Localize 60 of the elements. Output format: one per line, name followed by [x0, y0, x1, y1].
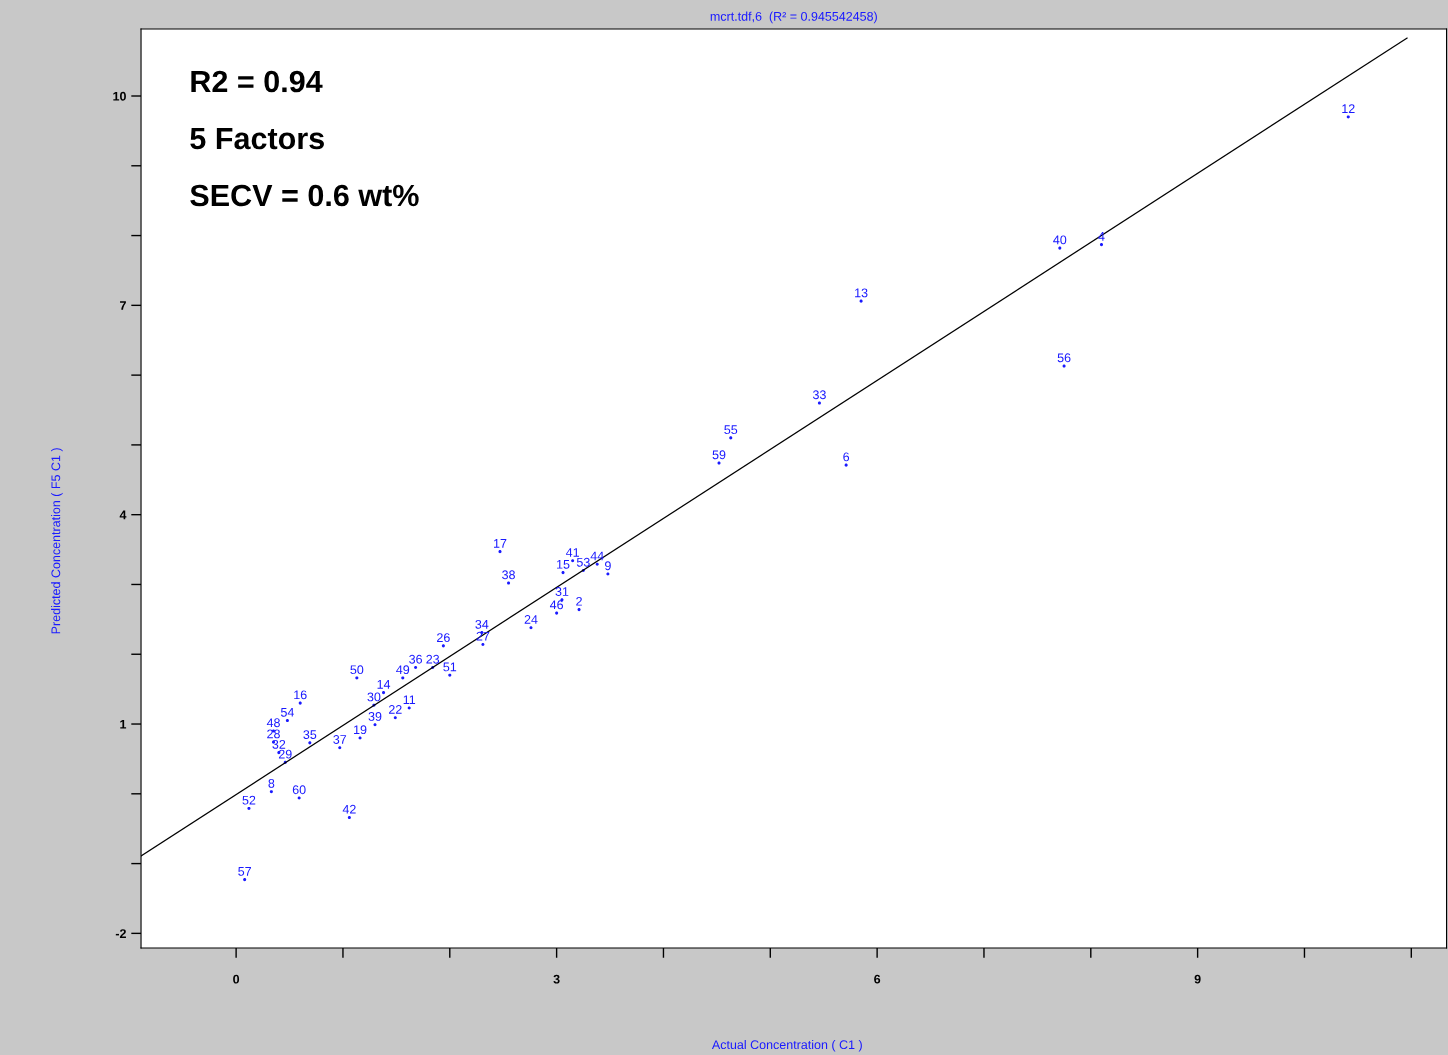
- annotation: 15: [557, 560, 570, 569]
- annotation: 38: [502, 570, 515, 580]
- x-tick-label: 6: [874, 974, 881, 984]
- annotation: 14: [377, 680, 391, 689]
- chart-title: mcrt.tdf,6 (R² = 0.945542458): [710, 11, 877, 24]
- annotation: 29: [278, 749, 292, 759]
- annotation: 53: [576, 557, 590, 567]
- annotation: 50: [350, 665, 364, 675]
- annotation: 51: [443, 662, 457, 672]
- annotation: 56: [1057, 353, 1071, 363]
- annotation: 48: [266, 718, 280, 728]
- annotation: 35: [303, 730, 317, 740]
- y-tick-label: 10: [113, 91, 126, 101]
- y-tick-label: -2: [115, 929, 126, 938]
- annotation: 5 Factors: [190, 128, 324, 150]
- annotation: 55: [724, 425, 738, 435]
- annotation: 44: [590, 551, 604, 561]
- annotation: SECV = 0.6 wt%: [190, 184, 419, 207]
- annotation: 31: [555, 587, 569, 596]
- annotation: 33: [812, 390, 826, 400]
- annotation: 2: [576, 596, 582, 606]
- x-tick-label: 9: [1194, 974, 1201, 984]
- annotation: R2 = 0.94: [191, 70, 323, 93]
- annotation: 9: [605, 561, 611, 571]
- annotation: 46: [549, 600, 564, 610]
- annotation: 11: [403, 695, 416, 704]
- annotation: 41: [565, 548, 579, 557]
- annotation: 13: [855, 288, 868, 298]
- annotation: 19: [354, 725, 367, 735]
- annotation: 22: [388, 705, 402, 714]
- annotation: 24: [524, 615, 538, 624]
- x-tick-label: 3: [553, 974, 560, 984]
- annotation: 26: [437, 633, 450, 643]
- annotation: 42: [342, 804, 356, 814]
- annotation: 6: [843, 452, 850, 462]
- annotation: 49: [396, 665, 410, 675]
- x-tick-label: 0: [233, 974, 240, 984]
- y-tick-label: 1: [120, 719, 127, 729]
- annotation: 59: [712, 450, 726, 460]
- annotation: 60: [292, 785, 306, 795]
- annotation: 39: [368, 712, 382, 721]
- annotation: 34: [475, 619, 489, 629]
- annotation: 36: [409, 654, 422, 664]
- annotation: 28: [267, 729, 280, 739]
- annotation: 16: [294, 690, 307, 700]
- annotation: 17: [494, 539, 507, 548]
- annotation: 23: [426, 654, 440, 664]
- annotation: 12: [1342, 104, 1355, 113]
- y-tick-label: 4: [119, 510, 127, 520]
- annotation: 40: [1053, 235, 1067, 245]
- annotation: 57: [238, 867, 251, 876]
- annotation: 37: [333, 735, 347, 744]
- annotation: 8: [268, 779, 275, 788]
- y-axis-title: Predicted Concentration ( F5 C1 ): [51, 448, 63, 634]
- annotation: 32: [272, 739, 286, 749]
- y-tick-label: 7: [120, 301, 126, 310]
- annotation: 52: [242, 795, 256, 805]
- x-axis-title: Actual Concentration ( C1 ): [711, 1039, 862, 1052]
- annotation: 54: [280, 707, 294, 717]
- annotation: 30: [367, 692, 381, 702]
